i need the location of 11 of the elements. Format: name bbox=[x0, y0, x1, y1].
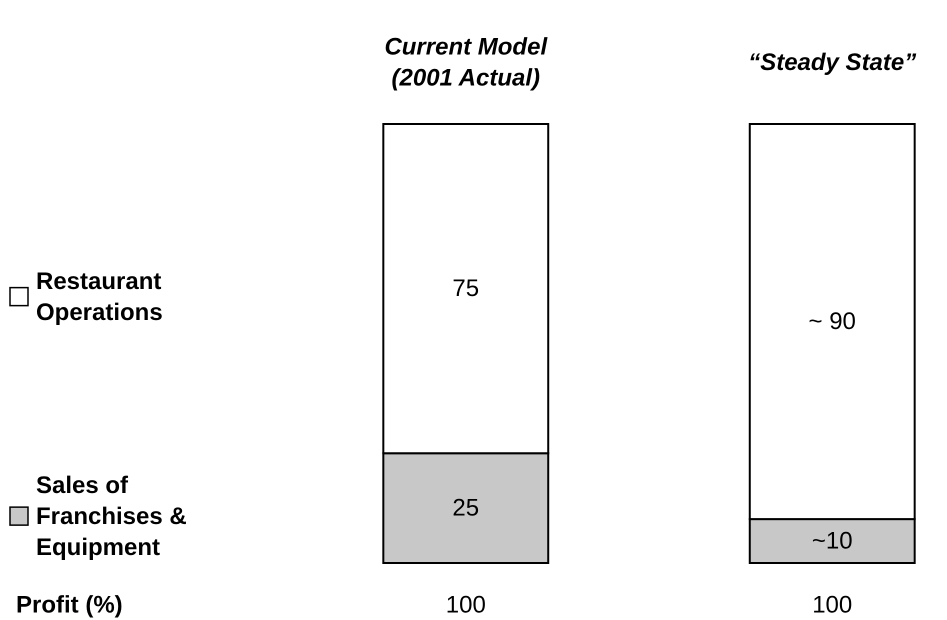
x-tick-label: “Steady State” bbox=[748, 48, 916, 76]
legend-label: Restaurant Operations bbox=[36, 268, 163, 326]
legend-label: Sales of Franchises & Equipment bbox=[36, 472, 187, 561]
x-tick-label: Current Model (2001 Actual) bbox=[384, 33, 548, 91]
text: Profit (%) bbox=[16, 592, 123, 618]
data-label: ~ 90 bbox=[808, 308, 856, 336]
data-label: ~10 bbox=[812, 528, 853, 555]
total-label: 100 bbox=[812, 592, 852, 618]
data-label: 75 bbox=[452, 275, 480, 302]
data-label: 25 bbox=[452, 494, 480, 522]
total-label: 100 bbox=[446, 592, 486, 618]
